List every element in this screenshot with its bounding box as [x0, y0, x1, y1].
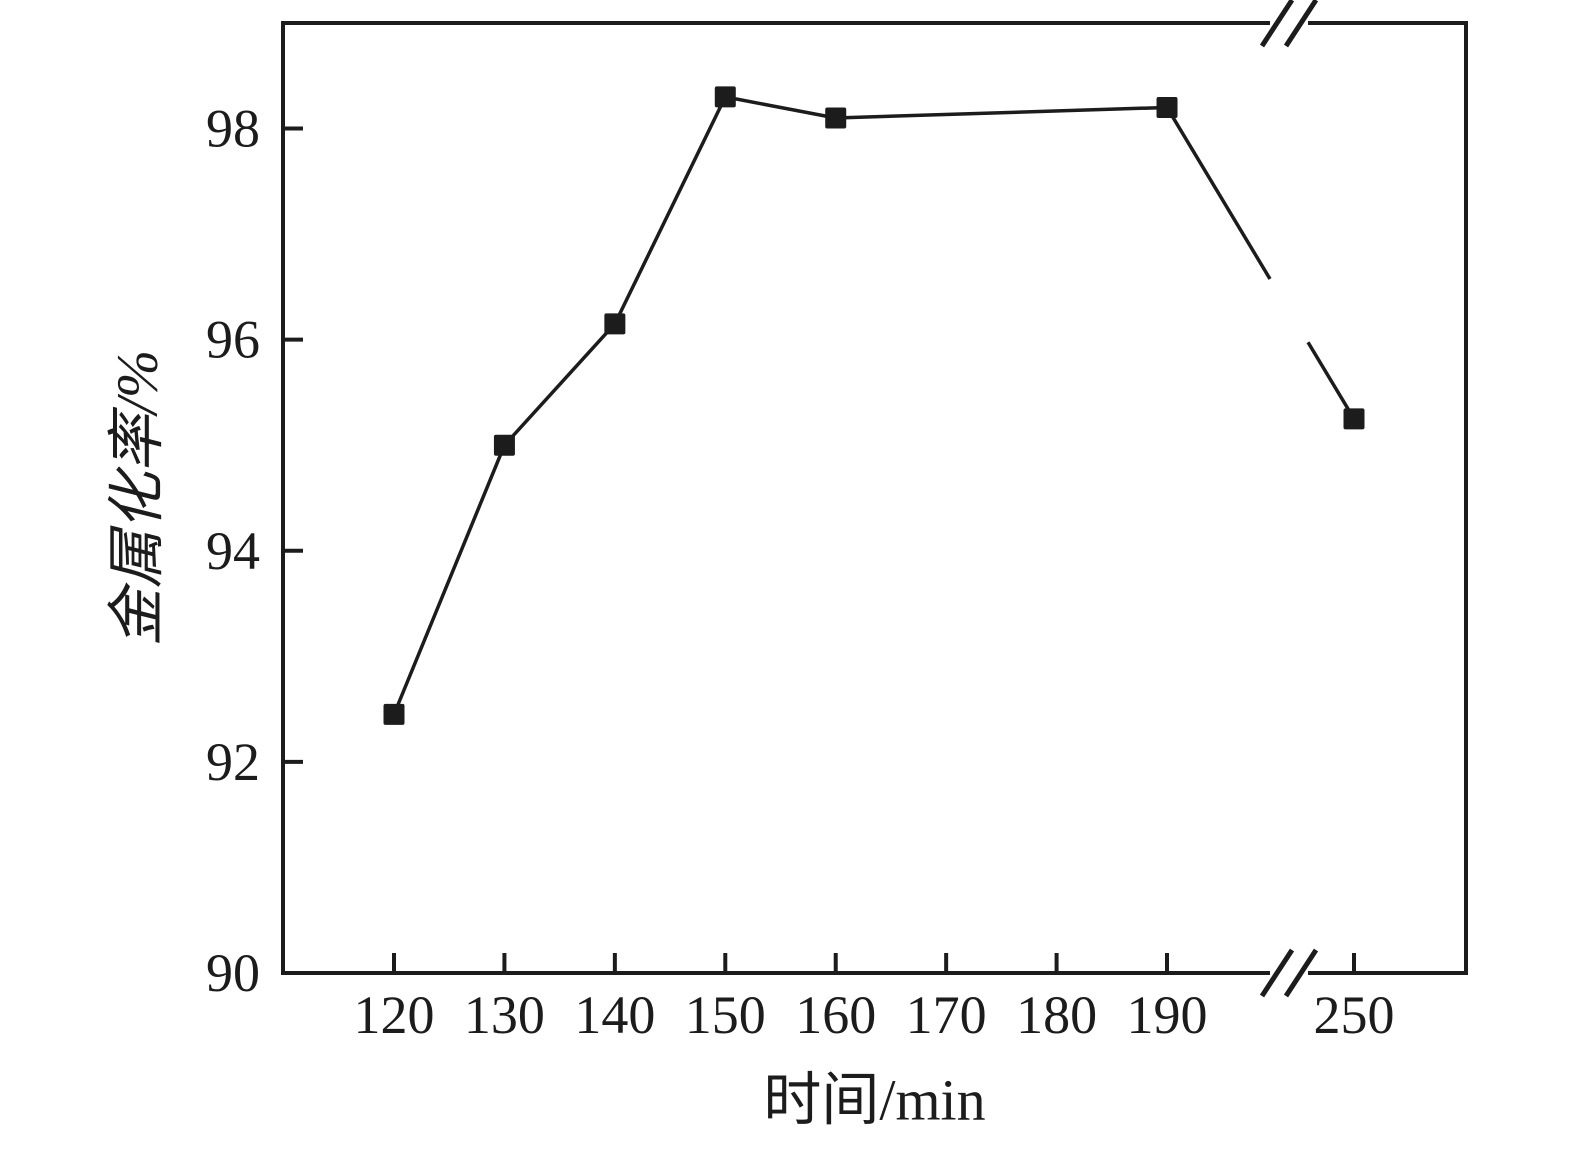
- data-point-marker: [1343, 408, 1365, 430]
- axis-break-icon: [1259, 948, 1295, 998]
- x-tick-label: 250: [1314, 985, 1395, 1045]
- y-tick-label: 94: [206, 521, 260, 581]
- data-line-segment: [1165, 106, 1272, 280]
- x-tick-label: 190: [1127, 985, 1208, 1045]
- x-tick-label: 150: [685, 985, 766, 1045]
- data-line-segment: [835, 105, 1168, 120]
- data-point-marker: [383, 703, 405, 725]
- data-line-segment: [724, 95, 837, 120]
- y-tick-label: 90: [206, 943, 260, 1003]
- x-tick-label: 130: [464, 985, 545, 1045]
- data-point-marker: [1156, 96, 1178, 118]
- x-tick-label: 120: [354, 985, 435, 1045]
- data-line-segment: [503, 322, 617, 447]
- x-tick-label: 140: [574, 985, 655, 1045]
- x-tick-label: 170: [906, 985, 987, 1045]
- data-line-segment: [613, 96, 727, 325]
- data-point-marker: [604, 313, 626, 335]
- y-tick-label: 96: [206, 310, 260, 370]
- y-tick-label: 98: [206, 99, 260, 159]
- x-axis-title: 时间/min: [763, 1068, 985, 1133]
- data-point-marker: [825, 107, 847, 129]
- axis-break-icon: [1259, 0, 1295, 48]
- axis-break-icon: [1283, 0, 1319, 48]
- data-point-marker: [714, 86, 736, 108]
- x-tick-label: 180: [1016, 985, 1097, 1045]
- data-point-marker: [493, 434, 515, 456]
- x-tick-label: 160: [795, 985, 876, 1045]
- data-line-segment: [1306, 341, 1356, 420]
- data-line-segment: [392, 444, 507, 716]
- y-axis-title: 金属化率/%: [105, 350, 170, 646]
- axis-break-icon: [1283, 948, 1319, 998]
- y-tick-label: 92: [206, 732, 260, 792]
